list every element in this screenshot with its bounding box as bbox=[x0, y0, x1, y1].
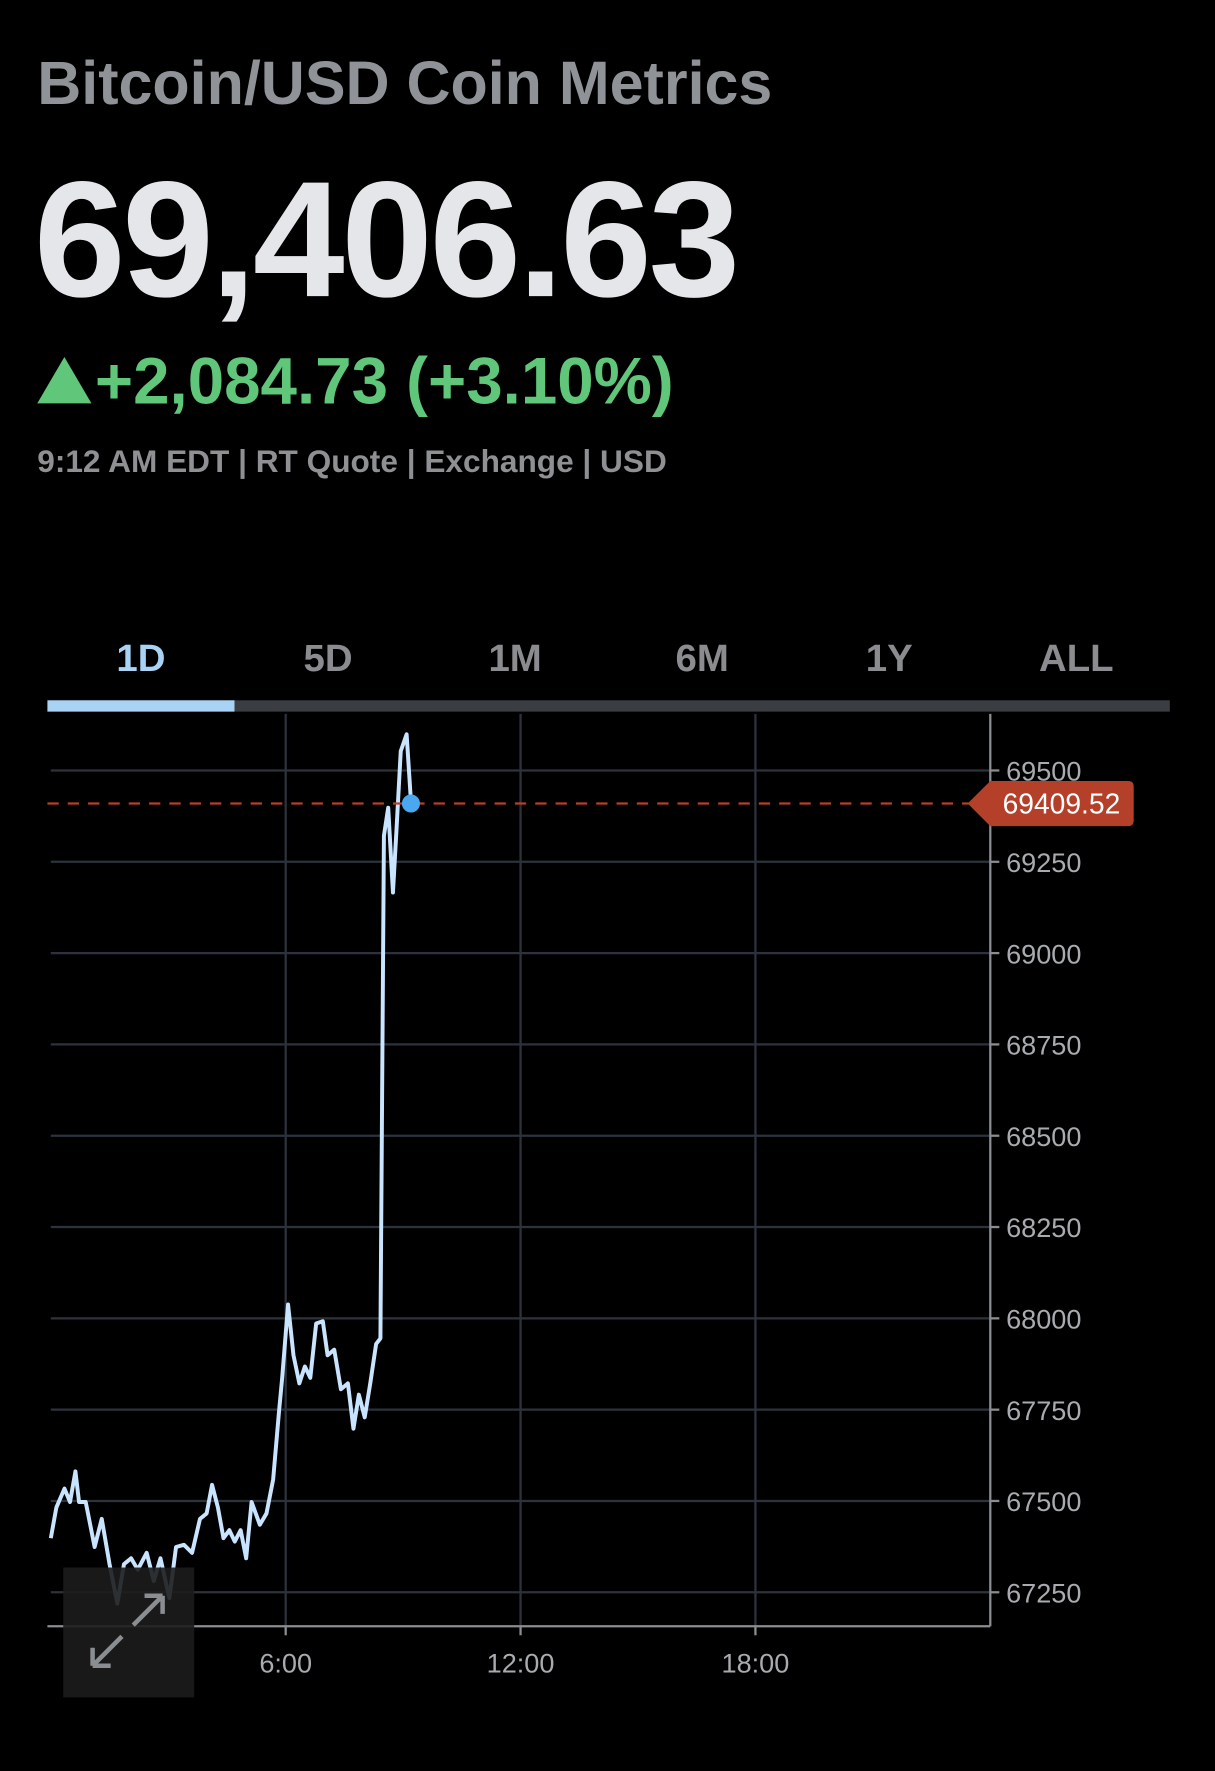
y-tick-label: 68500 bbox=[1006, 1121, 1081, 1152]
tab-bar bbox=[47, 700, 1170, 712]
up-triangle bbox=[37, 357, 92, 404]
y-tick-label: 67500 bbox=[1006, 1486, 1081, 1517]
last-price-label: 69409.52 bbox=[1003, 788, 1121, 820]
tab[interactable]: 1D bbox=[116, 637, 165, 680]
y-tick-label: 67750 bbox=[1006, 1395, 1081, 1426]
y-tick-label: 69000 bbox=[1006, 938, 1081, 969]
x-tick-label: 12:00 bbox=[487, 1648, 555, 1679]
price: 69,406.63 bbox=[34, 147, 737, 331]
y-tick-label: 68250 bbox=[1006, 1212, 1081, 1243]
expand-button[interactable] bbox=[63, 1567, 195, 1698]
last-price-dot bbox=[401, 794, 420, 813]
y-tick-label: 68000 bbox=[1006, 1304, 1081, 1335]
last-price-badge bbox=[967, 780, 1134, 827]
quote-meta: 9:12 AM EDT | RT Quote | Exchange | USD bbox=[37, 443, 667, 479]
expand-button-bg[interactable] bbox=[63, 1567, 195, 1698]
y-tick-label: 67250 bbox=[1006, 1577, 1081, 1608]
y-tick-label: 68750 bbox=[1006, 1030, 1081, 1061]
x-tick-label: 18:00 bbox=[722, 1648, 790, 1679]
tab[interactable]: 6M bbox=[676, 637, 729, 680]
expand-icon[interactable] bbox=[90, 1593, 165, 1669]
tab[interactable]: 1M bbox=[488, 637, 541, 680]
change: +2,084.73 (+3.10%) bbox=[95, 344, 674, 417]
tab[interactable]: 1Y bbox=[866, 637, 913, 680]
y-tick-label: 69250 bbox=[1006, 847, 1081, 878]
price-line bbox=[48, 732, 413, 1606]
title: Bitcoin/USD Coin Metrics bbox=[37, 49, 772, 117]
active-tab-indicator bbox=[47, 700, 235, 712]
x-tick-label: 6:00 bbox=[259, 1648, 312, 1679]
tab[interactable]: 5D bbox=[303, 637, 352, 680]
tab[interactable]: ALL bbox=[1039, 637, 1114, 680]
